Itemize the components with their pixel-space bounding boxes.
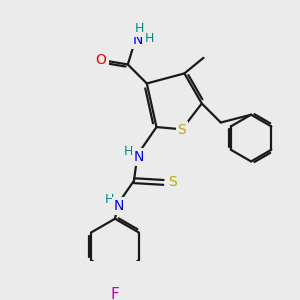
- Text: S: S: [178, 123, 186, 137]
- Text: N: N: [133, 33, 143, 47]
- Text: H: H: [145, 32, 154, 45]
- Text: S: S: [168, 176, 176, 189]
- Text: N: N: [134, 150, 144, 164]
- Text: H: H: [134, 22, 144, 35]
- Text: O: O: [96, 53, 106, 67]
- Text: H: H: [124, 145, 134, 158]
- Text: N: N: [114, 199, 124, 213]
- Text: H: H: [105, 193, 115, 206]
- Text: F: F: [111, 287, 119, 300]
